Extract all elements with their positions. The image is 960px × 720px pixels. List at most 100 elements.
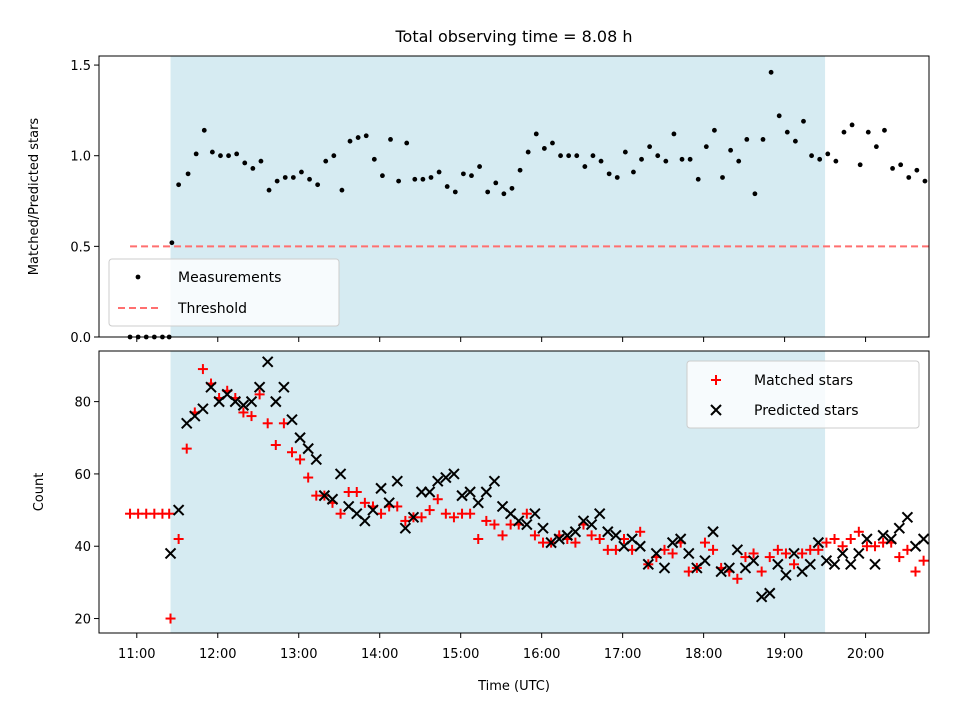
matched-point: [813, 544, 824, 555]
predicted-point: [820, 554, 833, 567]
measurement-point: [452, 189, 458, 195]
measurement-point: [639, 156, 644, 162]
matched-point: [270, 440, 281, 450]
matched-point: [797, 548, 808, 559]
measurement-point: [760, 136, 766, 142]
predicted-point: [391, 475, 403, 487]
predicted-point: [253, 381, 266, 393]
measurement-point: [315, 182, 321, 188]
legend-box: [108, 258, 340, 327]
legend-marker-matched: [711, 375, 721, 385]
measurement-point: [533, 131, 539, 137]
measurement-point: [209, 149, 215, 155]
measurement-point: [792, 138, 798, 144]
measurement-point: [655, 153, 661, 159]
measurement-point: [865, 129, 871, 135]
predicted-point: [642, 558, 654, 571]
matched-point: [359, 497, 370, 508]
x-tick-label: 20:00: [847, 647, 884, 662]
predicted-point: [788, 547, 800, 560]
matched-point: [821, 537, 832, 548]
measurement-point: [282, 175, 288, 180]
measurement-point: [517, 167, 523, 173]
predicted-point: [513, 515, 525, 527]
predicted-point: [415, 486, 428, 498]
x-tick-label: 17:00: [604, 647, 641, 662]
measurement-point: [218, 153, 223, 159]
measurement-point: [388, 136, 393, 142]
matched-point: [837, 541, 848, 552]
measurement-point: [574, 153, 580, 159]
measurement-point: [622, 149, 628, 155]
matched-point: [197, 364, 208, 375]
measurement-point: [817, 156, 823, 162]
predicted-point: [172, 504, 185, 516]
predicted-point: [423, 486, 436, 498]
matched-point: [870, 541, 881, 552]
matched-point: [164, 508, 175, 519]
measurement-point: [420, 176, 426, 182]
predicted-point: [885, 533, 897, 545]
y-tick-label: 1.0: [70, 150, 91, 165]
predicted-point: [229, 395, 242, 408]
measurement-point: [590, 153, 596, 159]
predicted-point: [310, 453, 322, 466]
matched-point: [699, 537, 710, 548]
matched-point: [635, 526, 646, 537]
top-series: [127, 69, 929, 340]
measurement-point: [550, 140, 555, 146]
x-tick-label: 15:00: [442, 647, 479, 662]
matched-point: [481, 515, 492, 526]
measurement-point: [606, 171, 612, 177]
measurement-point: [728, 147, 734, 153]
predicted-point: [707, 526, 719, 538]
matched-point: [708, 544, 719, 555]
measurement-point: [752, 191, 758, 197]
matched-point: [432, 494, 443, 505]
measurement-point: [687, 156, 693, 162]
bottom-y-axis-label: Count: [32, 473, 47, 512]
matched-point: [351, 487, 362, 497]
predicted-point: [237, 399, 250, 411]
measurement-point: [825, 151, 831, 157]
predicted-point: [294, 432, 306, 444]
predicted-point: [877, 529, 889, 542]
x-tick-label: 18:00: [685, 647, 722, 662]
predicted-point: [407, 511, 420, 524]
measurement-point: [266, 187, 272, 193]
matched-point: [497, 530, 508, 541]
matched-point: [910, 566, 921, 577]
matched-point: [667, 548, 678, 559]
legend-marker-measurements: [135, 274, 141, 280]
legend-label-measurements: Measurements: [178, 270, 281, 286]
predicted-point: [545, 536, 557, 549]
measurement-point: [477, 164, 482, 169]
ratio-panel: 0.0 0.5 1.0 1.5 Total observing time = 8.08…: [27, 27, 930, 346]
x-tick-label: 12:00: [199, 647, 236, 662]
predicted-point: [399, 522, 412, 534]
predicted-point: [359, 515, 371, 527]
predicted-point: [286, 413, 298, 426]
measurement-point: [736, 158, 742, 164]
measurement-point: [428, 175, 434, 180]
matched-point: [295, 454, 306, 465]
predicted-point: [318, 489, 331, 502]
predicted-point: [683, 547, 695, 560]
measurement-point: [274, 178, 280, 184]
measurement-point: [525, 149, 531, 155]
measurement-point: [857, 162, 863, 168]
measurement-point: [469, 173, 474, 179]
measurement-point: [882, 127, 887, 133]
measurement-point: [647, 144, 653, 150]
measurement-point: [363, 133, 369, 139]
predicted-point: [278, 381, 290, 393]
matched-point: [586, 530, 597, 541]
predicted-point: [853, 547, 865, 560]
top-axis-ticks: 0.0 0.5 1.0 1.5: [70, 59, 867, 346]
matched-point: [335, 508, 346, 519]
matched-point: [440, 508, 451, 519]
predicted-point: [440, 471, 452, 484]
predicted-point: [521, 518, 533, 531]
measurement-point: [744, 136, 750, 142]
